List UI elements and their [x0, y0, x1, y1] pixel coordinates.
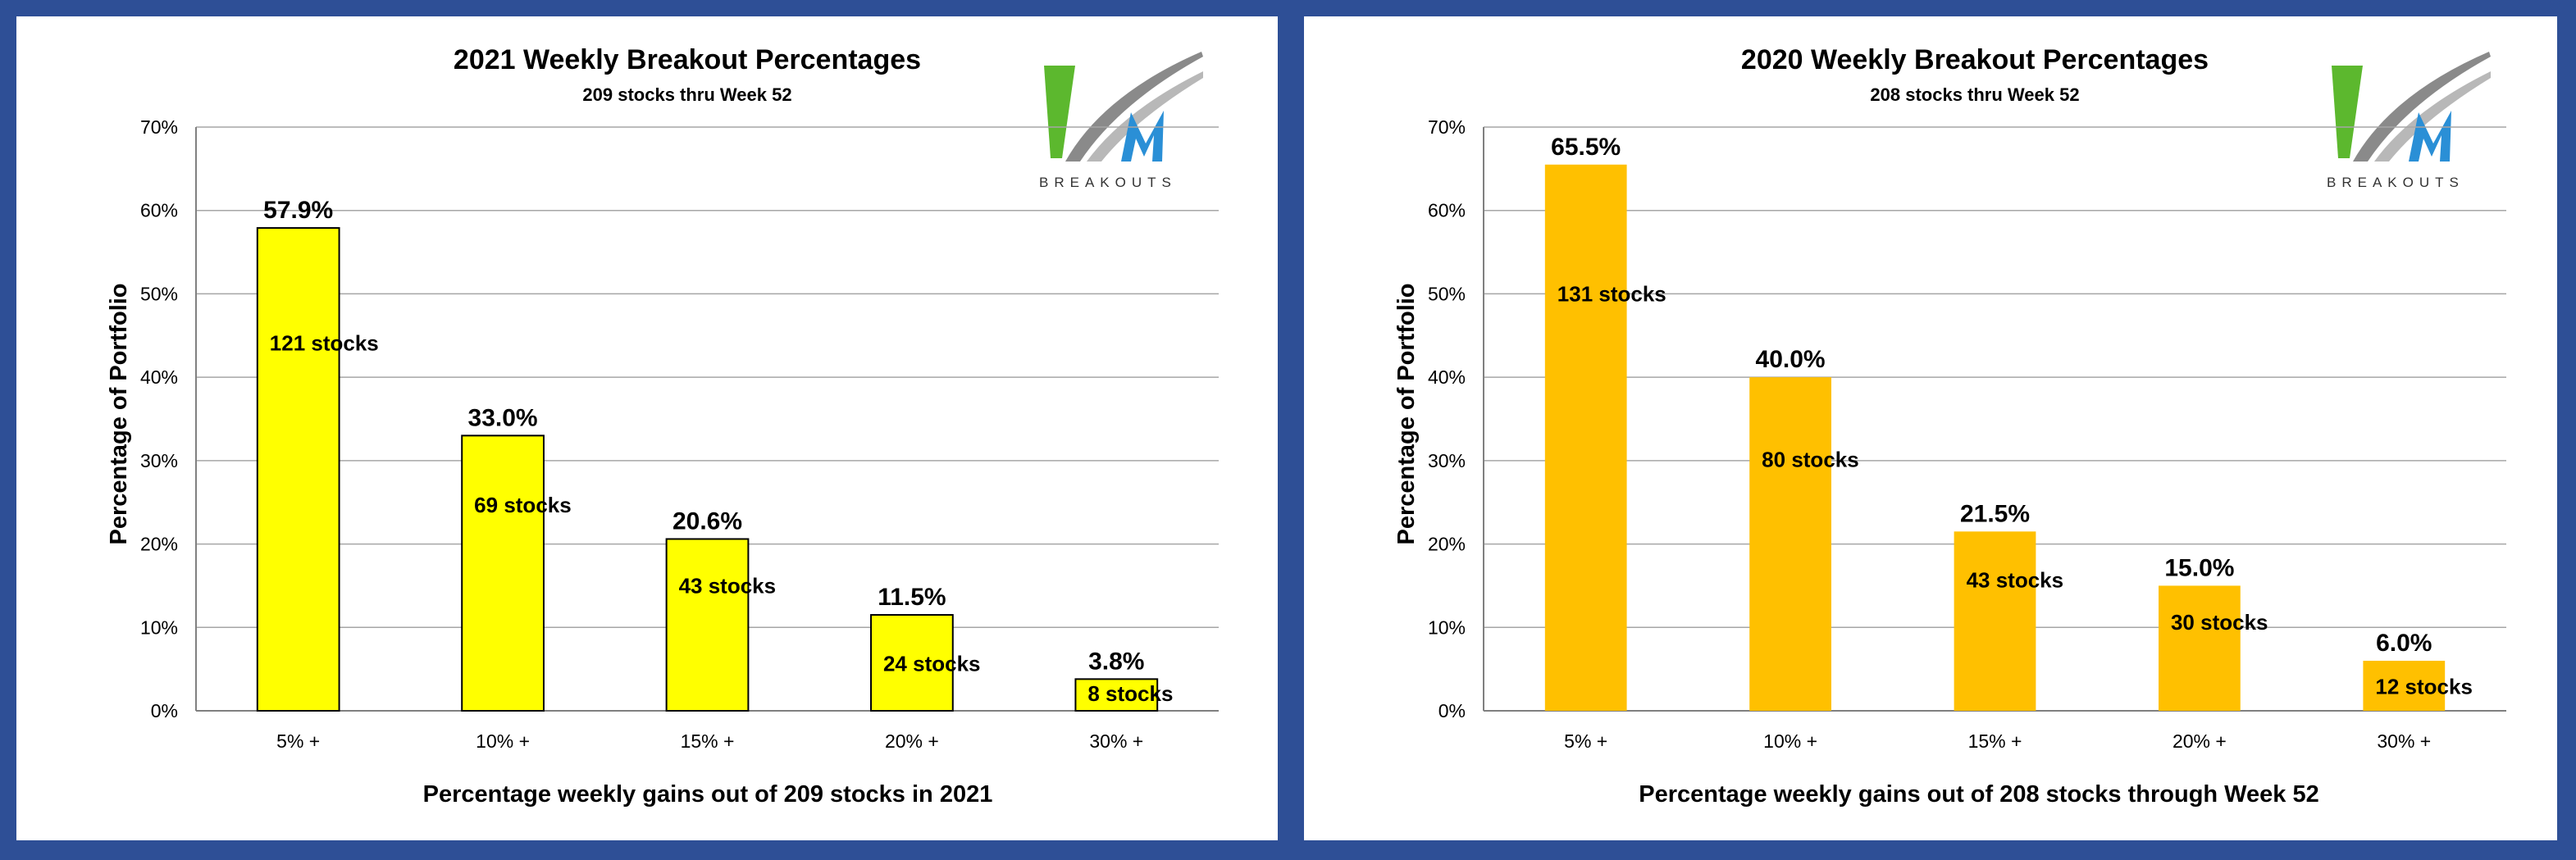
x-tick-label: 10% +	[1763, 730, 1817, 752]
y-tick-label: 30%	[1428, 450, 1466, 471]
logo-swoosh-dark	[2353, 52, 2491, 162]
x-tick-label: 15% +	[1968, 730, 2022, 752]
logo-m-blue	[1121, 111, 1164, 162]
bar	[461, 435, 545, 712]
bar-value-label: 21.5%	[1960, 500, 2030, 527]
y-tick-label: 60%	[1428, 200, 1466, 221]
bar	[870, 614, 954, 712]
bar	[2363, 660, 2446, 711]
y-tick-label: 10%	[1428, 617, 1466, 638]
x-tick-label: 30% +	[2377, 730, 2431, 752]
bar-count-label: 12 stocks	[2375, 674, 2473, 698]
x-tick-label: 20% +	[885, 730, 939, 752]
y-tick-label: 0%	[151, 700, 178, 721]
bar-count-label: 43 stocks	[1967, 567, 2064, 592]
breakouts-logo-icon: BREAKOUTS	[1039, 52, 1203, 190]
x-tick-label: 20% +	[2173, 730, 2227, 752]
bar-count-label: 8 stocks	[1087, 681, 1173, 706]
x-axis-title: Percentage weekly gains out of 208 stock…	[1639, 781, 2318, 808]
y-axis-title: Percentage of Portfolio	[1393, 283, 1420, 544]
logo-text: BREAKOUTS	[1039, 175, 1177, 190]
chart-title: 2021 Weekly Breakout Percentages	[454, 44, 921, 75]
y-tick-label: 70%	[1428, 116, 1466, 138]
bar-count-label: 121 stocks	[270, 331, 379, 356]
bar-count-label: 131 stocks	[1557, 281, 1666, 306]
breakouts-logo-icon: BREAKOUTS	[2327, 52, 2491, 190]
x-tick-label: 5% +	[1564, 730, 1607, 752]
bar-value-label: 6.0%	[2376, 630, 2432, 657]
bar-value-label: 33.0%	[468, 404, 538, 431]
logo-swoosh-dark	[1065, 52, 1203, 162]
bar	[256, 227, 340, 712]
chart-panel-2021: 2021 Weekly Breakout Percentages 209 sto…	[16, 16, 1278, 840]
bar-count-label: 30 stocks	[2171, 610, 2268, 635]
bar	[1749, 377, 1831, 711]
bar-value-label: 65.5%	[1551, 134, 1621, 161]
y-tick-label: 20%	[1428, 534, 1466, 555]
y-tick-label: 0%	[1438, 700, 1466, 721]
chart-title: 2020 Weekly Breakout Percentages	[1741, 44, 2209, 75]
x-axis-title: Percentage weekly gains out of 209 stock…	[423, 781, 993, 808]
x-tick-label: 10% +	[476, 730, 530, 752]
bar-value-label: 11.5%	[878, 584, 946, 611]
bar-count-label: 43 stocks	[679, 574, 777, 598]
bar-count-label: 80 stocks	[1762, 448, 1859, 472]
y-tick-label: 70%	[140, 116, 178, 138]
bar	[2159, 585, 2241, 711]
y-tick-label: 60%	[140, 200, 178, 221]
logo-swoosh-light	[1087, 71, 1203, 162]
y-tick-label: 40%	[140, 366, 178, 388]
y-tick-label: 10%	[140, 617, 178, 638]
chart-panel-2020: 2020 Weekly Breakout Percentages 208 sto…	[1304, 16, 2557, 840]
y-tick-label: 30%	[140, 450, 178, 471]
x-tick-label: 15% +	[681, 730, 735, 752]
logo-text: BREAKOUTS	[2327, 175, 2464, 190]
bar	[1074, 678, 1159, 712]
plot-area-2020: 0% 10% 20% 30% 40% 50% 60% 70% 65.5% 131 stocks 5%…	[1428, 116, 2506, 752]
bar-count-label: 69 stocks	[474, 493, 572, 517]
x-tick-label: 30% +	[1089, 730, 1143, 752]
y-tick-label: 40%	[1428, 366, 1466, 388]
logo-m-blue	[2409, 111, 2451, 162]
y-axis-title: Percentage of Portfolio	[106, 283, 132, 544]
y-tick-label: 50%	[140, 283, 178, 304]
chart-subtitle: 208 stocks thru Week 52	[1870, 84, 2079, 105]
bar	[1544, 164, 1627, 711]
bar-count-label: 24 stocks	[883, 652, 981, 676]
logo-v-green-stroke	[1044, 66, 1075, 158]
x-tick-label: 5% +	[276, 730, 320, 752]
y-tick-label: 20%	[140, 534, 178, 555]
bar-value-label: 57.9%	[263, 197, 333, 224]
bar	[1954, 531, 2036, 711]
plot-area-2021: 0% 10% 20% 30% 40% 50% 60% 70% 57.9% 121 stocks 5%…	[140, 116, 1219, 752]
bar-value-label: 3.8%	[1088, 648, 1144, 675]
logo-v-green-stroke	[2332, 66, 2363, 158]
bar	[665, 538, 750, 712]
y-tick-label: 50%	[1428, 283, 1466, 304]
bar-value-label: 20.6%	[672, 507, 742, 535]
bar-value-label: 40.0%	[1756, 346, 1826, 373]
bar-value-label: 15.0%	[2164, 554, 2234, 581]
chart-subtitle: 209 stocks thru Week 52	[582, 84, 791, 105]
logo-swoosh-light	[2374, 71, 2491, 162]
